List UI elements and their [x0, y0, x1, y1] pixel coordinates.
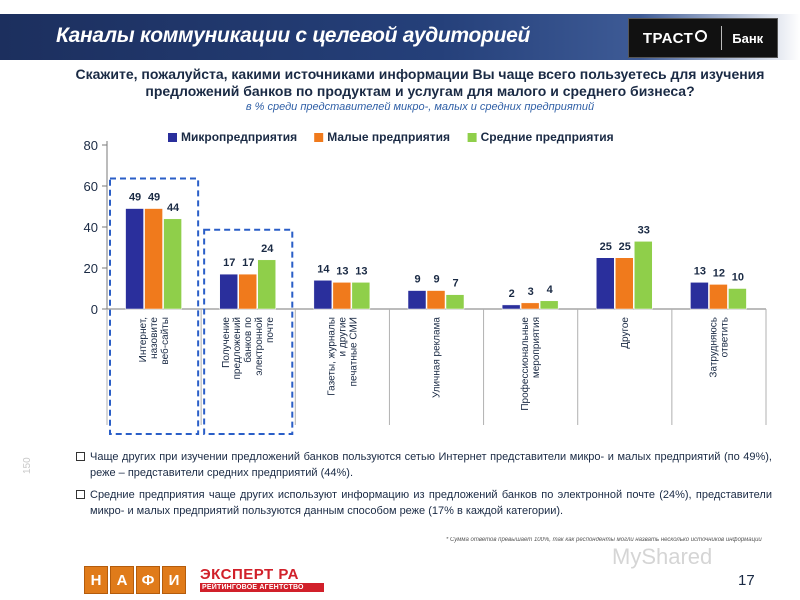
nafi-letter: Н [84, 566, 108, 594]
nafi-logo: Н А Ф И [84, 566, 186, 594]
highlight-box [203, 228, 294, 435]
bar [690, 282, 709, 310]
watermark: MyShared [612, 544, 713, 569]
bar [728, 288, 747, 310]
page-number: 17 [738, 572, 755, 589]
y-tick-label: 60 [84, 179, 98, 194]
expert-ra-tagline: РЕЙТИНГОВОЕ АГЕНТСТВО [200, 583, 324, 592]
category-label: Другое [620, 317, 631, 349]
bar [219, 273, 238, 310]
bar-value-label: 4 [547, 284, 554, 296]
chart-subtitle: в % среди представителей микро-, малых и… [245, 101, 595, 113]
bar [520, 302, 540, 310]
bar [709, 284, 728, 310]
bar [426, 290, 446, 310]
trust-bank-logo: ТРАСТ Банк [628, 18, 778, 58]
note-text: Средние предприятия чаще других использу… [90, 489, 772, 517]
note-item: Чаще других при изучении предложений бан… [76, 449, 772, 481]
bar [351, 282, 371, 310]
y-tick-label: 40 [84, 220, 98, 235]
notes-block: Чаще других при изучении предложений бан… [76, 449, 772, 525]
bar-value-label: 3 [528, 286, 534, 298]
legend-swatch [314, 133, 324, 142]
category-label: Затрудняюсьответить [708, 317, 730, 378]
bar [163, 218, 182, 310]
category-label: Интернет,назовитевеб-сайты [138, 317, 171, 365]
survey-question: Скажите, пожалуйста, какими источниками … [75, 66, 765, 99]
bar-value-label: 7 [452, 278, 458, 290]
bar-value-label: 12 [713, 267, 725, 279]
bar-value-label: 17 [223, 257, 235, 269]
bar-value-label: 10 [732, 272, 744, 284]
bank-mark-icon [695, 29, 708, 42]
bar-value-label: 25 [619, 241, 631, 253]
bar-value-label: 9 [433, 274, 439, 286]
legend-label: Микропредприятия [181, 130, 297, 144]
nafi-letter: А [110, 566, 134, 594]
y-tick-label: 0 [91, 302, 98, 317]
bar-value-label: 17 [242, 257, 254, 269]
bar [144, 208, 163, 310]
bar [257, 259, 276, 310]
expert-ra-name: ЭКСПЕРТ РА [200, 566, 299, 583]
bar-value-label: 9 [414, 274, 420, 286]
side-number: 150 [22, 457, 33, 474]
expert-ra-logo: ЭКСПЕРТ РА РЕЙТИНГОВОЕ АГЕНТСТВО [200, 567, 324, 595]
nafi-letter: Ф [136, 566, 160, 594]
bar [238, 273, 257, 310]
bar [501, 304, 521, 310]
bar-value-label: 2 [509, 288, 515, 300]
footnote: * Сумма ответов превышает 100%, так как … [446, 537, 762, 543]
bar-value-label: 13 [336, 265, 348, 277]
category-label: Газеты, журналыи другиепечатные СМИ [326, 317, 359, 396]
bar [125, 208, 144, 310]
bar-value-label: 24 [261, 243, 274, 255]
y-tick-label: 80 [84, 138, 98, 153]
logo-divider [721, 26, 723, 50]
bar-value-label: 49 [148, 192, 160, 204]
category-label: Профессиональныемероприятия [519, 317, 542, 411]
note-item: Средние предприятия чаще других использу… [76, 487, 772, 519]
y-tick-label: 20 [84, 261, 98, 276]
bar-value-label: 13 [694, 265, 706, 277]
note-text: Чаще других при изучении предложений бан… [90, 451, 772, 479]
legend-label: Средние предприятия [481, 130, 614, 144]
checkbox-bullet-icon [76, 490, 85, 499]
bar-value-label: 44 [167, 202, 180, 214]
slide-title: Каналы коммуникации с целевой аудиторией [56, 24, 531, 47]
legend-swatch [168, 133, 177, 142]
bar [313, 280, 333, 310]
checkbox-bullet-icon [76, 452, 85, 461]
bar-value-label: 33 [638, 224, 650, 236]
bank-brand-text: ТРАСТ [642, 29, 694, 47]
bar-value-label: 14 [317, 263, 330, 275]
bar-value-label: 49 [129, 192, 141, 204]
category-label: Уличная реклама [432, 317, 443, 398]
bar [407, 290, 427, 310]
bar [615, 257, 634, 310]
category-label: Получениепредложенийбанков поэлектронной… [221, 317, 276, 380]
bar-value-label: 25 [600, 241, 612, 253]
nafi-letter: И [162, 566, 186, 594]
highlight-box [109, 177, 200, 435]
bar [634, 241, 653, 310]
bar [445, 294, 465, 310]
bar [539, 300, 559, 310]
bar [332, 282, 352, 310]
legend-swatch [467, 133, 477, 142]
bar-value-label: 13 [355, 265, 367, 277]
bar [596, 257, 615, 310]
legend-label: Малые предприятия [327, 130, 450, 144]
bank-word: Банк [732, 30, 764, 46]
